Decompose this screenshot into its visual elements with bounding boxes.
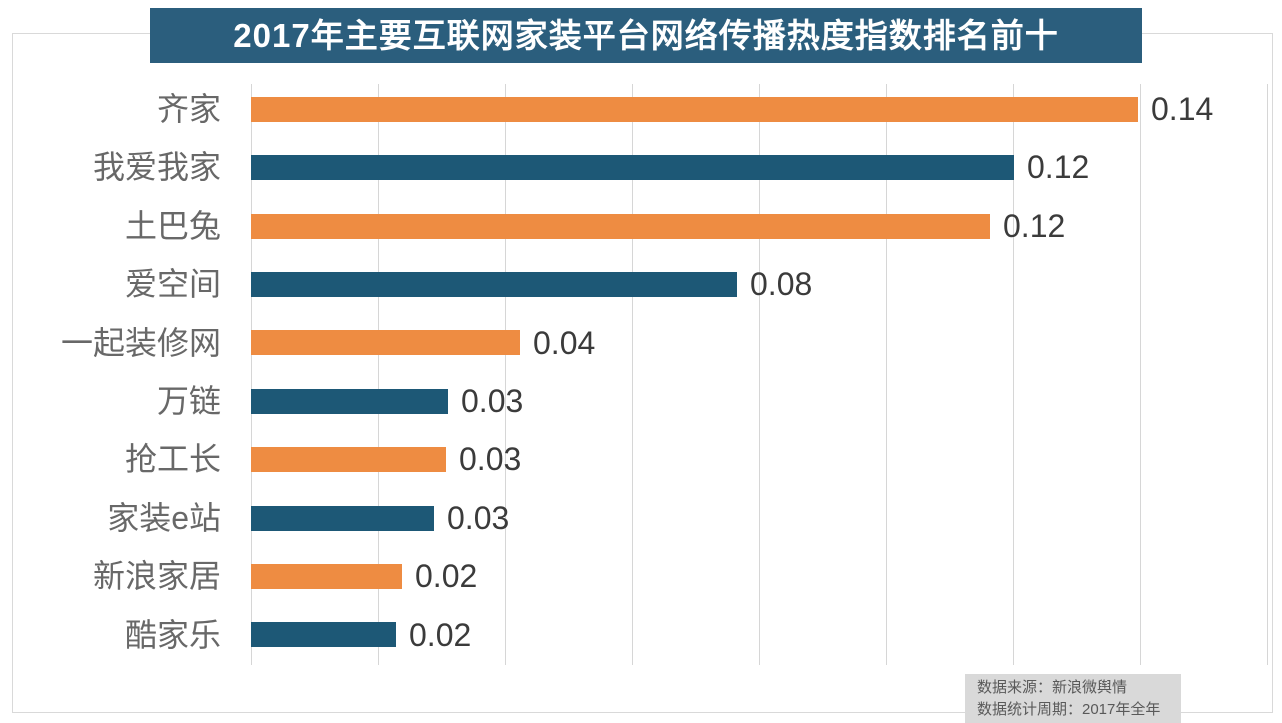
bar — [251, 214, 990, 239]
source-note: 数据来源：新浪微舆情 数据统计周期：2017年全年 — [965, 674, 1181, 723]
value-label: 0.14 — [1151, 91, 1214, 127]
gridline — [505, 84, 506, 665]
source-note-line2: 数据统计周期：2017年全年 — [977, 701, 1161, 718]
gridline — [886, 84, 887, 665]
bar — [251, 155, 1014, 180]
category-label: 齐家 — [156, 91, 221, 127]
value-label: 0.03 — [459, 441, 522, 477]
gridline — [759, 84, 760, 665]
value-label: 0.02 — [415, 558, 478, 594]
category-label: 爱空间 — [124, 266, 221, 302]
category-label: 万链 — [156, 383, 221, 419]
bar — [251, 564, 402, 589]
bar — [251, 506, 434, 531]
bar — [251, 330, 520, 355]
value-label: 0.08 — [750, 266, 813, 302]
gridline — [1013, 84, 1014, 665]
gridline — [378, 84, 379, 665]
chart-frame — [12, 33, 1273, 713]
category-label: 土巴兔 — [124, 208, 221, 244]
category-label: 我爱我家 — [92, 149, 221, 185]
category-label: 新浪家居 — [92, 558, 221, 594]
bar — [251, 97, 1138, 122]
bar — [251, 272, 737, 297]
chart-title: 2017年主要互联网家装平台网络传播热度指数排名前十 — [150, 8, 1142, 63]
source-note-line1: 数据来源：新浪微舆情 — [977, 679, 1128, 696]
axis-line — [251, 84, 252, 665]
value-label: 0.12 — [1027, 149, 1090, 185]
category-label: 抢工长 — [124, 441, 221, 477]
value-label: 0.03 — [447, 500, 510, 536]
value-label: 0.02 — [409, 617, 472, 653]
bar — [251, 389, 448, 414]
category-label: 酷家乐 — [124, 617, 221, 653]
bar — [251, 622, 396, 647]
value-label: 0.04 — [533, 325, 596, 361]
gridline — [1267, 84, 1268, 665]
gridline — [1140, 84, 1141, 665]
bar — [251, 447, 446, 472]
gridline — [632, 84, 633, 665]
category-label: 一起装修网 — [60, 325, 221, 361]
value-label: 0.03 — [461, 383, 524, 419]
value-label: 0.12 — [1003, 208, 1066, 244]
category-label: 家装e站 — [107, 500, 221, 536]
